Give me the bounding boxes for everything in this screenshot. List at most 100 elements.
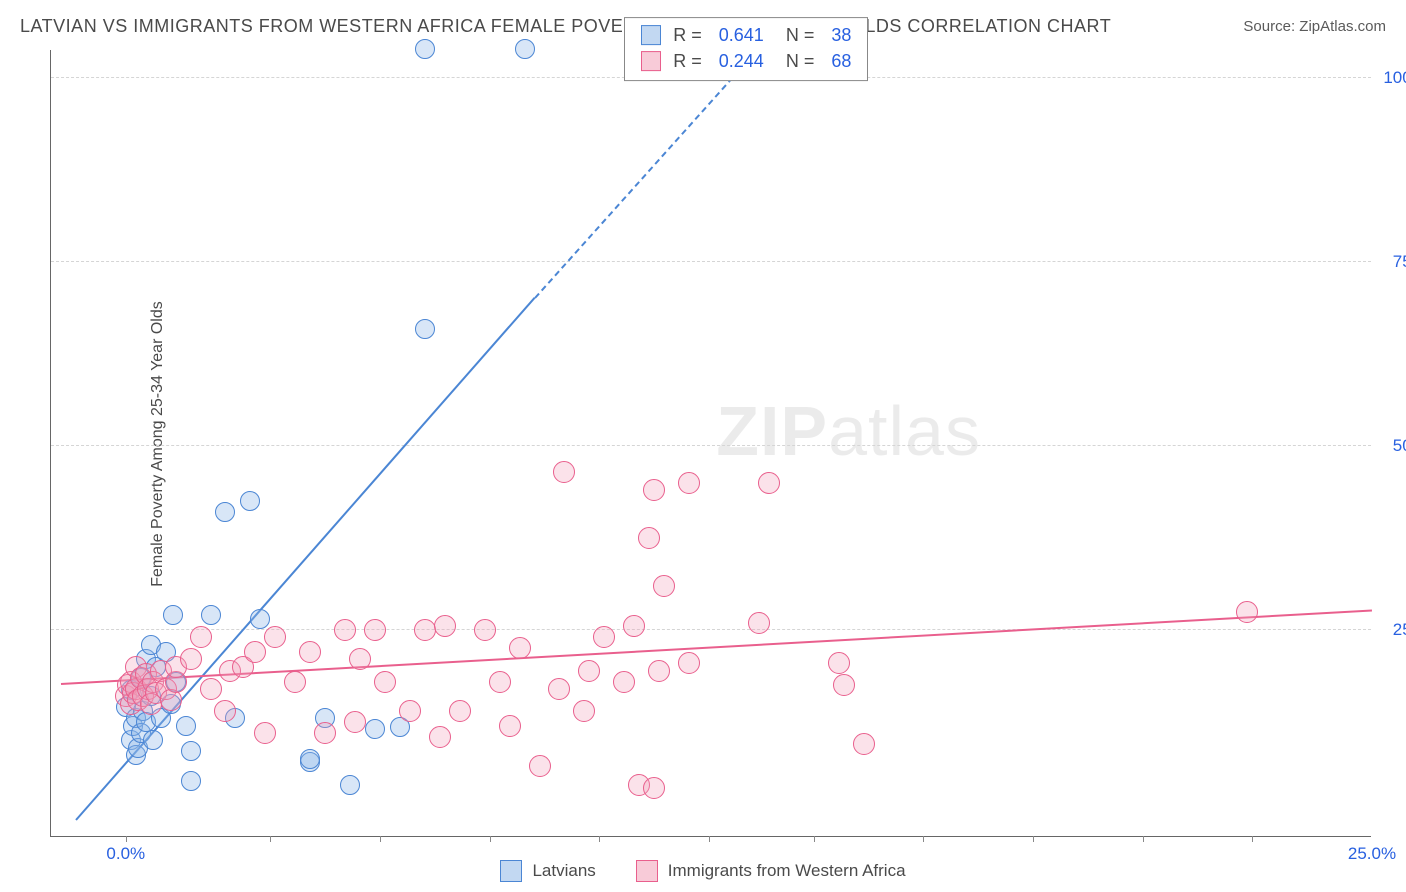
gridline-h xyxy=(51,629,1371,630)
data-point-wafrica xyxy=(553,461,575,483)
data-point-wafrica xyxy=(399,700,421,722)
x-tick xyxy=(814,836,815,842)
data-point-wafrica xyxy=(678,652,700,674)
data-point-wafrica xyxy=(374,671,396,693)
data-point-wafrica xyxy=(643,479,665,501)
data-point-wafrica xyxy=(648,660,670,682)
stat-R-wafrica: 0.244 xyxy=(719,48,764,74)
legend-swatch-wafrica xyxy=(636,860,658,882)
data-point-wafrica xyxy=(833,674,855,696)
data-point-wafrica xyxy=(643,777,665,799)
legend-item-wafrica: Immigrants from Western Africa xyxy=(636,860,906,882)
data-point-wafrica xyxy=(613,671,635,693)
stats-box: R = 0.641 N = 38R = 0.244 N = 68 xyxy=(624,17,868,81)
data-point-latvians xyxy=(365,719,385,739)
data-point-wafrica xyxy=(593,626,615,648)
chart-title: LATVIAN VS IMMIGRANTS FROM WESTERN AFRIC… xyxy=(20,16,1111,37)
data-point-wafrica xyxy=(180,648,202,670)
data-point-wafrica xyxy=(429,726,451,748)
stats-row-wafrica: R = 0.244 N = 68 xyxy=(641,48,851,74)
stats-row-latvians: R = 0.641 N = 38 xyxy=(641,22,851,48)
x-tick xyxy=(1033,836,1034,842)
data-point-latvians xyxy=(300,749,320,769)
data-point-latvians xyxy=(176,716,196,736)
data-point-latvians xyxy=(240,491,260,511)
data-point-wafrica xyxy=(214,700,236,722)
x-tick xyxy=(380,836,381,842)
legend-swatch-latvians xyxy=(500,860,522,882)
data-point-wafrica xyxy=(434,615,456,637)
x-tick xyxy=(599,836,600,842)
data-point-wafrica xyxy=(758,472,780,494)
data-point-wafrica xyxy=(653,575,675,597)
data-point-wafrica xyxy=(638,527,660,549)
data-point-wafrica xyxy=(578,660,600,682)
gridline-h xyxy=(51,261,1371,262)
chart-source: Source: ZipAtlas.com xyxy=(1243,18,1386,35)
data-point-wafrica xyxy=(349,648,371,670)
legend-swatch-latvians xyxy=(641,25,661,45)
plot-area: ZIPatlas 25.0%50.0%75.0%100.0%0.0%25.0%R… xyxy=(50,50,1371,837)
data-point-latvians xyxy=(415,319,435,339)
data-point-wafrica xyxy=(344,711,366,733)
data-point-wafrica xyxy=(449,700,471,722)
data-point-latvians xyxy=(215,502,235,522)
data-point-latvians xyxy=(181,771,201,791)
legend-label-wafrica: Immigrants from Western Africa xyxy=(668,861,906,881)
data-point-latvians xyxy=(515,39,535,59)
data-point-wafrica xyxy=(414,619,436,641)
data-point-wafrica xyxy=(748,612,770,634)
data-point-wafrica xyxy=(190,626,212,648)
x-tick xyxy=(709,836,710,842)
data-point-wafrica xyxy=(573,700,595,722)
data-point-wafrica xyxy=(499,715,521,737)
plot-container: Female Poverty Among 25-34 Year Olds ZIP… xyxy=(50,50,1371,837)
stat-N-wafrica: 68 xyxy=(831,48,851,74)
data-point-wafrica xyxy=(254,722,276,744)
x-tick xyxy=(1143,836,1144,842)
data-point-wafrica xyxy=(623,615,645,637)
data-point-wafrica xyxy=(828,652,850,674)
data-point-latvians xyxy=(415,39,435,59)
data-point-wafrica xyxy=(160,689,182,711)
data-point-wafrica xyxy=(474,619,496,641)
data-point-wafrica xyxy=(489,671,511,693)
data-point-latvians xyxy=(340,775,360,795)
bottom-legend: Latvians Immigrants from Western Africa xyxy=(0,860,1406,882)
data-point-wafrica xyxy=(299,641,321,663)
data-point-wafrica xyxy=(364,619,386,641)
data-point-wafrica xyxy=(314,722,336,744)
data-point-wafrica xyxy=(244,641,266,663)
watermark: ZIPatlas xyxy=(716,391,981,471)
stat-N-latvians: 38 xyxy=(831,22,851,48)
data-point-latvians xyxy=(201,605,221,625)
x-tick xyxy=(1252,836,1253,842)
data-point-latvians xyxy=(163,605,183,625)
data-point-wafrica xyxy=(548,678,570,700)
data-point-wafrica xyxy=(1236,601,1258,623)
data-point-latvians xyxy=(181,741,201,761)
legend-item-latvians: Latvians xyxy=(500,860,595,882)
data-point-wafrica xyxy=(853,733,875,755)
data-point-wafrica xyxy=(284,671,306,693)
stat-R-latvians: 0.641 xyxy=(719,22,764,48)
data-point-wafrica xyxy=(264,626,286,648)
legend-swatch-wafrica xyxy=(641,51,661,71)
x-tick xyxy=(923,836,924,842)
x-tick xyxy=(270,836,271,842)
data-point-wafrica xyxy=(678,472,700,494)
y-tick-label: 50.0% xyxy=(1393,436,1406,456)
y-tick-label: 75.0% xyxy=(1393,252,1406,272)
data-point-wafrica xyxy=(529,755,551,777)
legend-label-latvians: Latvians xyxy=(532,861,595,881)
data-point-wafrica xyxy=(509,637,531,659)
x-tick xyxy=(490,836,491,842)
y-tick-label: 100.0% xyxy=(1383,68,1406,88)
gridline-h xyxy=(51,445,1371,446)
data-point-wafrica xyxy=(334,619,356,641)
data-point-latvians xyxy=(143,730,163,750)
x-tick xyxy=(126,836,127,842)
y-tick-label: 25.0% xyxy=(1393,620,1406,640)
data-point-latvians xyxy=(250,609,270,629)
data-point-wafrica xyxy=(200,678,222,700)
